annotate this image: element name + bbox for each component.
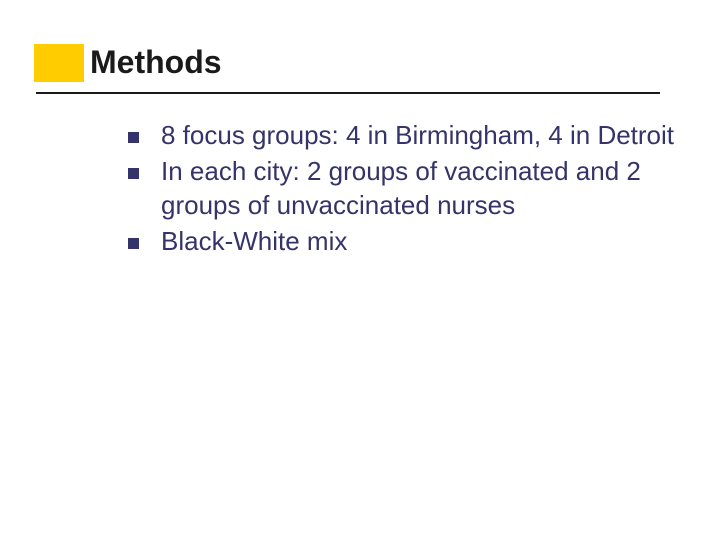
slide: Methods 8 focus groups: 4 in Birmingham,…	[0, 0, 720, 540]
bullet-square-icon	[128, 132, 139, 143]
list-item: In each city: 2 groups of vaccinated and…	[128, 154, 688, 222]
slide-title: Methods	[90, 44, 222, 80]
list-item: Black-White mix	[128, 224, 688, 258]
body-area: 8 focus groups: 4 in Birmingham, 4 in De…	[128, 118, 688, 260]
title-accent-block	[34, 44, 84, 82]
bullet-square-icon	[128, 238, 139, 249]
title-area: Methods	[90, 44, 222, 81]
list-item: 8 focus groups: 4 in Birmingham, 4 in De…	[128, 118, 688, 152]
list-item-text: In each city: 2 groups of vaccinated and…	[161, 154, 688, 222]
title-underline	[36, 92, 660, 94]
list-item-text: 8 focus groups: 4 in Birmingham, 4 in De…	[161, 118, 688, 152]
bullet-square-icon	[128, 168, 139, 179]
list-item-text: Black-White mix	[161, 224, 688, 258]
